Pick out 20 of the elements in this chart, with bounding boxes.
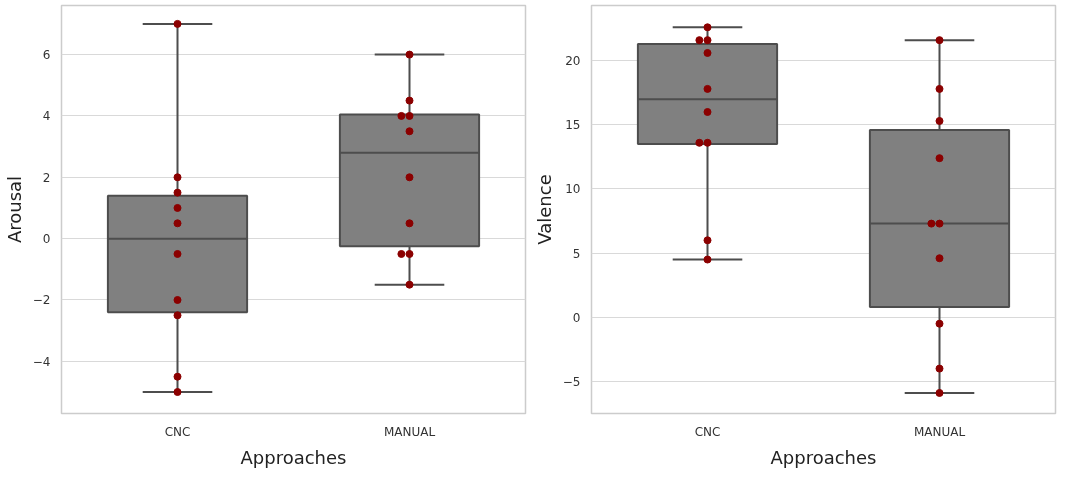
x-axis-title: Approaches: [240, 446, 347, 468]
y-tick-label: 15: [565, 118, 581, 133]
y-tick-label: 5: [572, 246, 581, 261]
x-tick-label: CNC: [694, 424, 721, 439]
y-tick-label: 10: [565, 182, 581, 197]
y-tick-label: 6: [42, 48, 51, 63]
y-tick-label: −2: [32, 293, 51, 308]
x-axis-title: Approaches: [770, 446, 877, 468]
x-tick-label: MANUAL: [383, 424, 436, 439]
y-tick-label: 2: [42, 170, 51, 185]
y-tick-label: −5: [562, 374, 581, 389]
y-tick-label: 20: [565, 54, 581, 69]
y-tick-label: 4: [42, 109, 51, 124]
y-tick-label: 0: [572, 310, 581, 325]
x-tick-label: CNC: [164, 424, 191, 439]
y-tick-label: 0: [42, 232, 51, 247]
y-axis-title: Arousal: [3, 175, 25, 244]
y-tick-label: −4: [32, 354, 51, 369]
y-axis-title: Valence: [533, 174, 555, 245]
x-tick-label: MANUAL: [913, 424, 966, 439]
